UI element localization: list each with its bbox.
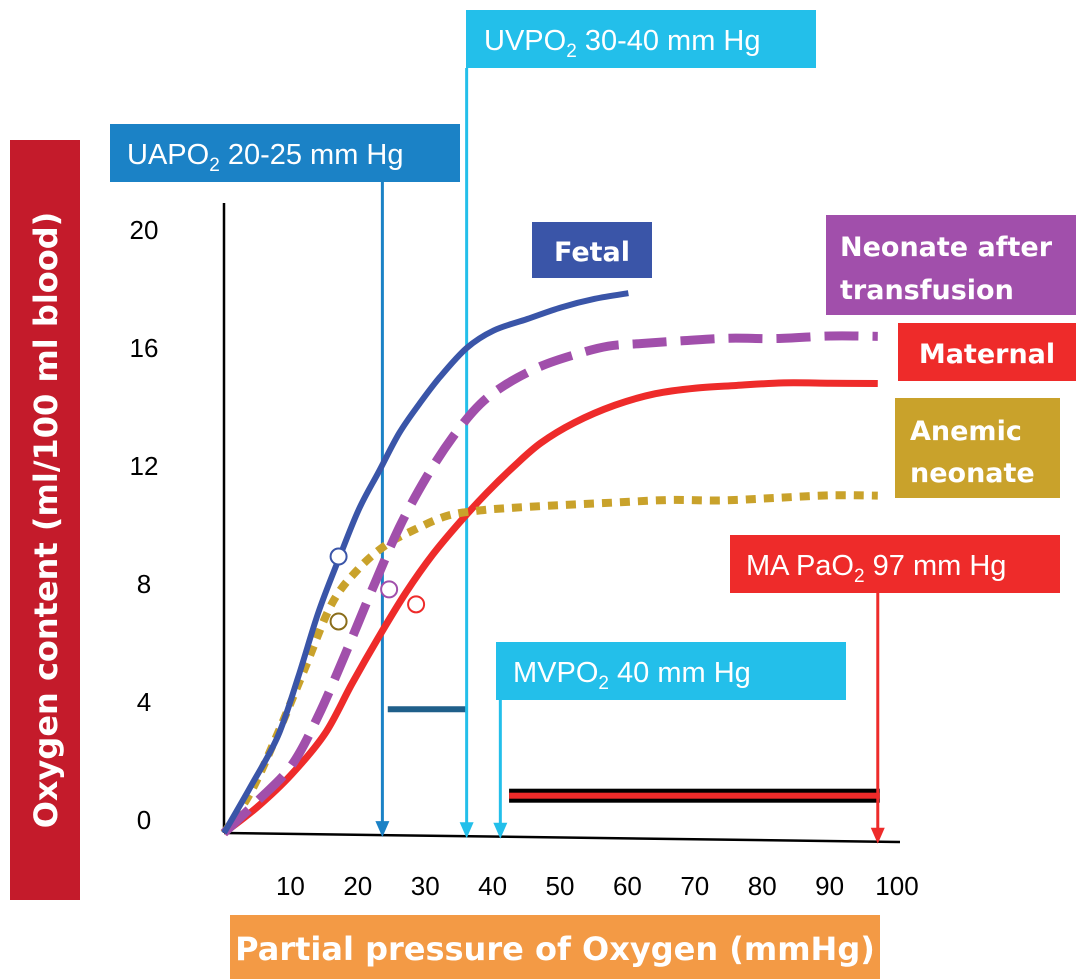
maternal-curve bbox=[221, 379, 878, 836]
x-tick-label: 20 bbox=[343, 871, 372, 901]
fetal-legend-text: Fetal bbox=[554, 237, 630, 268]
x-tick-label: 40 bbox=[478, 871, 507, 901]
maternal-legend-text: Maternal bbox=[919, 339, 1055, 370]
mvpo2-label-text: MVPO2 40 mm Hg bbox=[513, 657, 751, 694]
fetal-legend-bg bbox=[532, 222, 652, 278]
uvpo2-label-text: UVPO2 30-40 mm Hg bbox=[484, 25, 761, 62]
y-tick-label: 8 bbox=[137, 569, 151, 599]
uvpo2-arrow-head bbox=[459, 822, 474, 839]
x-tick-label: 30 bbox=[411, 871, 440, 901]
p50-markers bbox=[329, 547, 426, 631]
ma-pao2-label-bg bbox=[730, 535, 1060, 593]
y-tick-label: 0 bbox=[137, 805, 151, 835]
x-axis-label-text: Partial pressure of Oxygen (mmHg) bbox=[235, 930, 875, 968]
maternal-legend-bg bbox=[898, 323, 1076, 381]
anemic-neonate-legend-line2: neonate bbox=[910, 458, 1035, 489]
range-bars bbox=[387, 706, 880, 803]
uvpo2-label-bg bbox=[466, 10, 816, 68]
mvpo2-label-bg bbox=[496, 642, 846, 700]
uapo2-label: UAPO2 20-25 mm Hg bbox=[110, 124, 460, 182]
fetal-curve bbox=[221, 290, 629, 835]
uapo2-arrow-head bbox=[375, 821, 390, 838]
mvpo2-arrow-head bbox=[493, 822, 508, 839]
y-axis-label: Oxygen content (ml/100 ml blood) bbox=[10, 140, 80, 900]
x-tick-label: 50 bbox=[546, 871, 575, 901]
neonate-transfusion-legend-line2: transfusion bbox=[840, 275, 1014, 306]
neonate-transfusion-curve bbox=[220, 331, 878, 837]
anemic-neonate-legend-line1: Anemic bbox=[910, 416, 1022, 447]
maternal-range-bar bbox=[509, 792, 880, 799]
uapo2-label-text: UAPO2 20-25 mm Hg bbox=[127, 139, 404, 176]
ma-pao2-arrow-head bbox=[870, 827, 885, 844]
x-tick-label: 70 bbox=[680, 871, 709, 901]
p50-marker bbox=[329, 612, 348, 631]
x-axis-label: Partial pressure of Oxygen (mmHg) bbox=[230, 915, 880, 979]
ma-pao2-label-text: MA PaO2 97 mm Hg bbox=[746, 550, 1006, 587]
neonate-transfusion-legend-line1: Neonate after bbox=[840, 232, 1053, 263]
uapo2-label-bg bbox=[110, 124, 460, 182]
uvpo2-label: UVPO2 30-40 mm Hg bbox=[466, 10, 816, 68]
y-tick-label: 20 bbox=[130, 215, 159, 245]
y-tick-label: 12 bbox=[130, 451, 159, 481]
series-lines bbox=[220, 290, 878, 837]
x-tick-label: 100 bbox=[875, 871, 918, 901]
p50-marker bbox=[407, 595, 426, 614]
mvpo2-label: MVPO2 40 mm Hg bbox=[496, 642, 846, 700]
x-tick-label: 60 bbox=[613, 871, 642, 901]
p50-marker bbox=[329, 547, 348, 566]
fetal-legend-label: Fetal bbox=[532, 222, 652, 278]
x-axis-label-bg bbox=[230, 915, 880, 979]
reference-lines bbox=[375, 68, 885, 844]
y-axis-label-bg bbox=[10, 140, 80, 900]
neonate-transfusion-legend-bg bbox=[826, 215, 1076, 315]
y-tick-label: 4 bbox=[137, 687, 151, 717]
neonate-transfusion-legend-label: Neonate after transfusion bbox=[826, 215, 1076, 315]
tick-labels: 10 20 30 40 50 60 70 80 90 100 0 4 8 12 16 20 bbox=[130, 215, 919, 901]
anemic-neonate-legend-bg bbox=[895, 398, 1060, 498]
x-tick-label: 10 bbox=[276, 871, 305, 901]
x-tick-label: 90 bbox=[815, 871, 844, 901]
x-tick-label: 80 bbox=[748, 871, 777, 901]
y-axis-label-text: Oxygen content (ml/100 ml blood) bbox=[27, 212, 65, 829]
y-tick-label: 16 bbox=[130, 333, 159, 363]
p50-marker bbox=[380, 580, 399, 599]
anemic-neonate-legend-label: Anemic neonate bbox=[895, 398, 1060, 498]
ma-pao2-label: MA PaO2 97 mm Hg bbox=[730, 535, 1060, 593]
maternal-legend-label: Maternal bbox=[898, 323, 1076, 381]
x-axis-line bbox=[223, 831, 901, 844]
